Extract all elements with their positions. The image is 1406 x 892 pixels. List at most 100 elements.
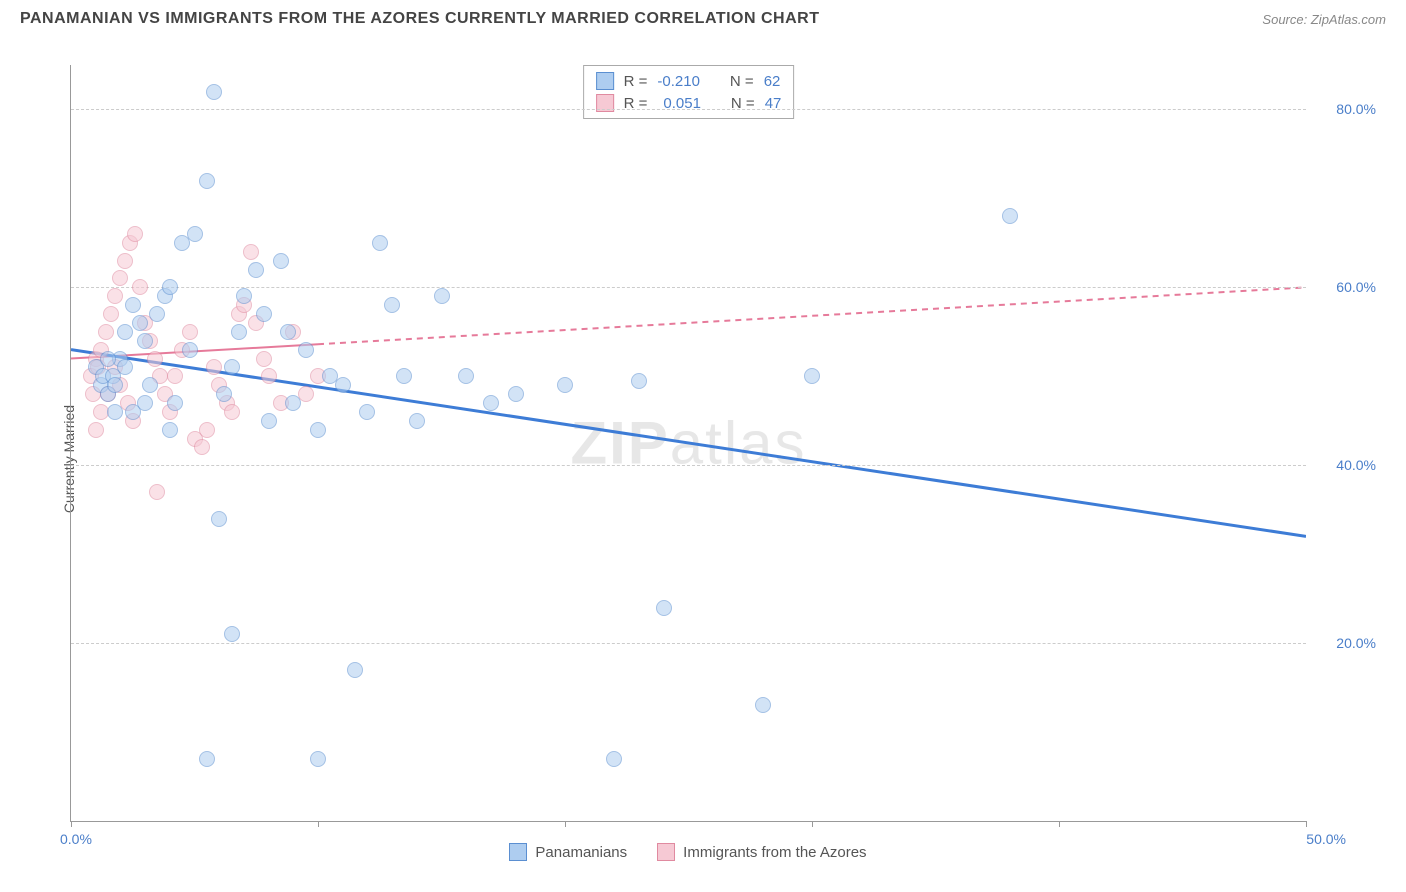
r-label: R = (624, 73, 648, 90)
scatter-dot-series2 (132, 279, 148, 295)
source-site: ZipAtlas.com (1311, 12, 1386, 27)
watermark: ZIPatlas (570, 409, 806, 478)
scatter-dot-series2 (199, 422, 215, 438)
scatter-dot-series1 (142, 377, 158, 393)
scatter-dot-series1 (434, 288, 450, 304)
scatter-dot-series2 (117, 253, 133, 269)
scatter-dot-series1 (458, 368, 474, 384)
x-tick-mark (812, 821, 813, 827)
chart-container: Currently Married ZIPatlas R = -0.210 N … (20, 45, 1386, 872)
scatter-dot-series2 (112, 270, 128, 286)
scatter-dot-series1 (182, 342, 198, 358)
scatter-dot-series1 (236, 288, 252, 304)
scatter-dot-series1 (187, 226, 203, 242)
scatter-dot-series1 (162, 279, 178, 295)
stats-legend-box: R = -0.210 N = 62 R = 0.051 N = 47 (583, 65, 795, 119)
scatter-dot-series1 (162, 422, 178, 438)
scatter-dot-series2 (224, 404, 240, 420)
legend-label-series2: Immigrants from the Azores (683, 844, 866, 861)
source-label: Source: (1262, 12, 1307, 27)
bottom-legend: Panamanians Immigrants from the Azores (70, 832, 1306, 872)
y-tick-label: 80.0% (1316, 101, 1376, 117)
gridline (71, 109, 1306, 110)
scatter-dot-series1 (206, 84, 222, 100)
scatter-dot-series1 (224, 626, 240, 642)
scatter-dot-series1 (117, 324, 133, 340)
scatter-dot-series1 (483, 395, 499, 411)
y-tick-label: 20.0% (1316, 635, 1376, 651)
trendlines-svg (71, 65, 1306, 821)
scatter-dot-series2 (107, 288, 123, 304)
scatter-dot-series1 (359, 404, 375, 420)
scatter-dot-series2 (127, 226, 143, 242)
trendline (318, 287, 1306, 344)
scatter-dot-series2 (194, 439, 210, 455)
gridline (71, 287, 1306, 288)
scatter-dot-series1 (273, 253, 289, 269)
scatter-dot-series1 (606, 751, 622, 767)
scatter-dot-series1 (384, 297, 400, 313)
scatter-dot-series1 (100, 351, 116, 367)
scatter-dot-series2 (149, 484, 165, 500)
scatter-dot-series2 (243, 244, 259, 260)
scatter-dot-series1 (285, 395, 301, 411)
scatter-dot-series1 (396, 368, 412, 384)
stats-row-series1: R = -0.210 N = 62 (584, 70, 794, 92)
y-tick-label: 60.0% (1316, 279, 1376, 295)
legend-swatch-series2 (657, 843, 675, 861)
n-value-series1: 62 (764, 73, 781, 90)
scatter-dot-series1 (125, 297, 141, 313)
plot-area: ZIPatlas R = -0.210 N = 62 R = 0.051 N =… (70, 65, 1306, 822)
scatter-dot-series1 (149, 306, 165, 322)
scatter-dot-series2 (88, 422, 104, 438)
scatter-dot-series1 (256, 306, 272, 322)
x-right-label: 50.0% (1306, 831, 1346, 847)
swatch-series1 (596, 72, 614, 90)
x-tick-mark (318, 821, 319, 827)
watermark-bold: ZIP (570, 410, 669, 477)
scatter-dot-series1 (261, 413, 277, 429)
n-label: N = (730, 73, 754, 90)
stats-row-series2: R = 0.051 N = 47 (584, 92, 794, 114)
scatter-dot-series1 (216, 386, 232, 402)
watermark-thin: atlas (670, 410, 807, 477)
legend-swatch-series1 (509, 843, 527, 861)
scatter-dot-series1 (224, 359, 240, 375)
scatter-dot-series1 (298, 342, 314, 358)
scatter-dot-series1 (409, 413, 425, 429)
scatter-dot-series1 (167, 395, 183, 411)
chart-title: PANAMANIAN VS IMMIGRANTS FROM THE AZORES… (20, 10, 819, 28)
scatter-dot-series1 (132, 315, 148, 331)
gridline (71, 465, 1306, 466)
scatter-dot-series1 (199, 173, 215, 189)
scatter-dot-series1 (656, 600, 672, 616)
scatter-dot-series1 (310, 422, 326, 438)
x-tick-mark (1306, 821, 1307, 827)
scatter-dot-series1 (804, 368, 820, 384)
scatter-dot-series1 (137, 395, 153, 411)
legend-item-series2: Immigrants from the Azores (657, 843, 866, 861)
scatter-dot-series1 (372, 235, 388, 251)
scatter-dot-series1 (199, 751, 215, 767)
scatter-dot-series1 (137, 333, 153, 349)
scatter-dot-series2 (103, 306, 119, 322)
scatter-dot-series1 (557, 377, 573, 393)
gridline (71, 643, 1306, 644)
scatter-dot-series1 (280, 324, 296, 340)
scatter-dot-series2 (167, 368, 183, 384)
scatter-dot-series1 (335, 377, 351, 393)
scatter-dot-series2 (182, 324, 198, 340)
y-tick-label: 40.0% (1316, 457, 1376, 473)
scatter-dot-series1 (631, 373, 647, 389)
x-tick-mark (71, 821, 72, 827)
scatter-dot-series1 (107, 404, 123, 420)
scatter-dot-series1 (107, 377, 123, 393)
scatter-dot-series2 (98, 324, 114, 340)
scatter-dot-series1 (755, 697, 771, 713)
x-tick-mark (1059, 821, 1060, 827)
scatter-dot-series2 (93, 404, 109, 420)
x-tick-mark (565, 821, 566, 827)
scatter-dot-series1 (347, 662, 363, 678)
scatter-dot-series2 (206, 359, 222, 375)
scatter-dot-series1 (508, 386, 524, 402)
